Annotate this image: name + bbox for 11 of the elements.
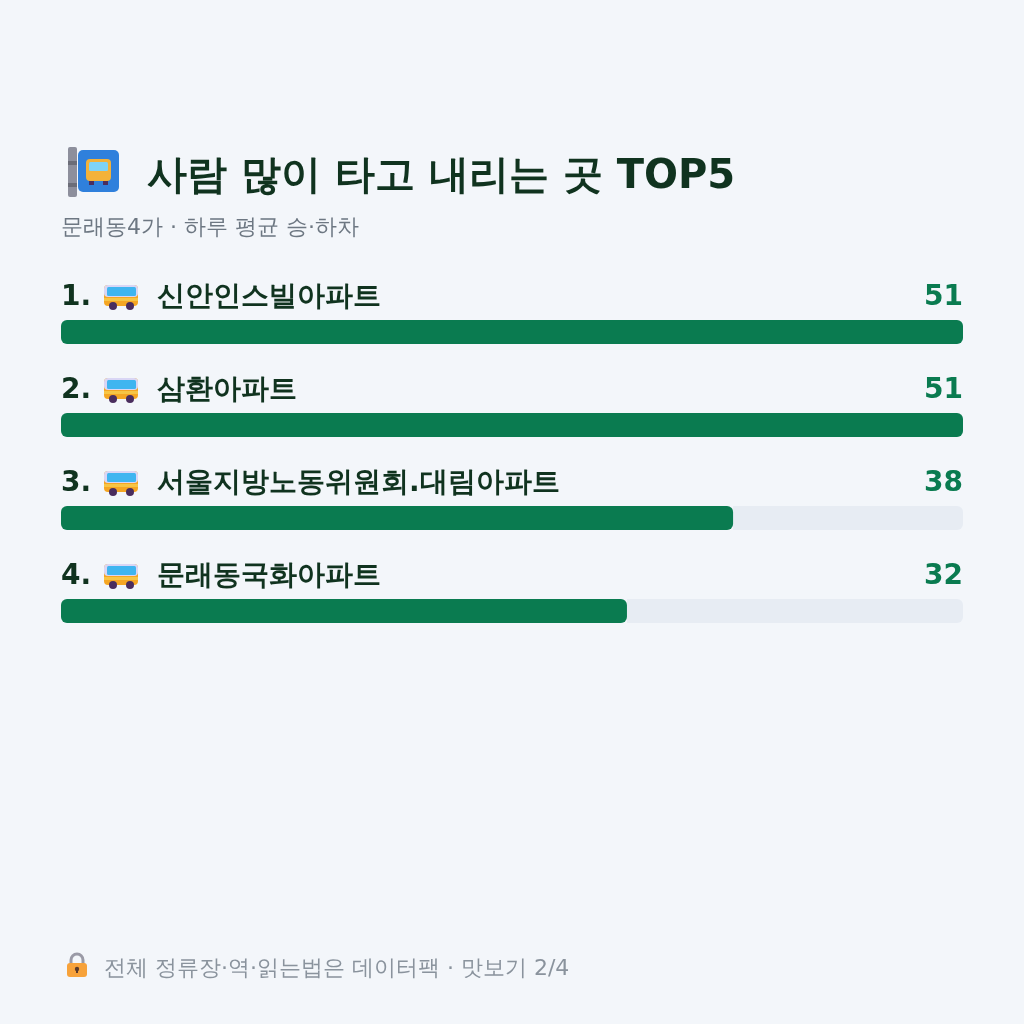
data-label: 51 xyxy=(924,279,963,312)
category-label: 1. 신안인스빌아파트 xyxy=(61,279,381,312)
category-label: 3. 서울지방노동위원회.대림아파트 xyxy=(61,465,560,498)
text: 전체 정류장·역·읽는법은 데이터팩 · 맛보기 2/4 xyxy=(104,955,570,980)
data-label: 51 xyxy=(924,372,963,405)
chart-subtitle: 문래동4가 · 하루 평균 승·하차 xyxy=(61,214,359,239)
category-label: 4. 문래동국화아파트 xyxy=(61,558,381,591)
category-label: 2. 삼환아파트 xyxy=(61,372,297,405)
data-label: 38 xyxy=(924,465,963,498)
data-label: 32 xyxy=(924,558,963,591)
chart-title: 사람 많이 타고 내리는 곳 TOP5 xyxy=(147,151,736,197)
